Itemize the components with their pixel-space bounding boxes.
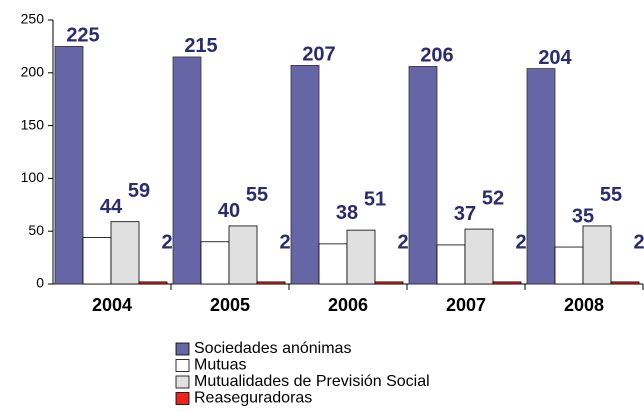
value-label: 225	[66, 25, 99, 47]
y-tick-label: 0	[36, 275, 44, 291]
value-label: 207	[302, 44, 335, 66]
bar	[554, 246, 584, 285]
bar	[436, 244, 466, 285]
bar	[82, 237, 112, 285]
value-label: 2	[397, 231, 408, 253]
value-label: 206	[420, 45, 453, 67]
bar	[610, 281, 640, 285]
x-tick-label: 2007	[446, 295, 486, 315]
bar	[256, 281, 286, 285]
y-tick-label: 50	[28, 222, 44, 238]
value-label: 2	[279, 231, 290, 253]
x-tick-label: 2004	[92, 295, 132, 315]
bar	[138, 281, 168, 285]
value-label: 55	[600, 184, 622, 206]
bar	[464, 228, 494, 285]
value-label: 2	[515, 231, 526, 253]
bar	[54, 46, 84, 285]
y-tick-label: 100	[21, 169, 45, 185]
bar	[526, 68, 556, 285]
value-label: 2	[161, 231, 172, 253]
legend-label: Sociedades anónimas	[194, 340, 351, 357]
legend-label: Reaseguradoras	[194, 390, 312, 407]
value-label: 35	[572, 205, 594, 227]
bar	[172, 56, 202, 285]
legend-swatch	[175, 375, 190, 389]
bar	[228, 225, 258, 285]
value-label: 55	[246, 184, 268, 206]
y-tick-label: 250	[21, 11, 45, 27]
x-tick-label: 2005	[210, 295, 250, 315]
bar	[374, 281, 404, 285]
value-label: 2	[633, 231, 644, 253]
bar	[492, 281, 522, 285]
value-label: 204	[538, 47, 572, 69]
legend-swatch	[175, 359, 190, 372]
bar	[408, 66, 438, 285]
value-label: 44	[100, 196, 123, 218]
value-label: 215	[184, 35, 217, 57]
value-label: 51	[364, 188, 386, 210]
legend-swatch	[175, 392, 190, 405]
bar	[290, 65, 320, 285]
value-label: 38	[336, 202, 358, 224]
legend-label: Mutualidades de Previsión Social	[194, 373, 430, 390]
legend-label: Mutuas	[194, 357, 246, 374]
bar	[110, 221, 140, 285]
bar	[346, 229, 376, 285]
bar	[582, 225, 612, 285]
y-tick-label: 200	[21, 64, 45, 80]
bar	[318, 243, 348, 285]
bar	[200, 241, 230, 285]
legend-swatch	[175, 342, 190, 356]
x-tick-label: 2008	[564, 295, 604, 315]
value-label: 40	[218, 200, 240, 222]
x-tick-label: 2006	[328, 295, 368, 315]
value-label: 59	[128, 180, 150, 202]
value-label: 37	[454, 203, 476, 225]
value-label: 52	[482, 187, 504, 209]
y-tick-label: 150	[21, 116, 45, 132]
